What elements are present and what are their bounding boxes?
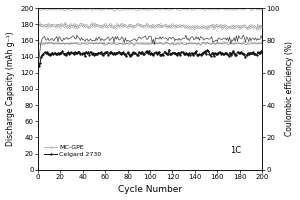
MC-GPE: [79, 23, 82, 25]
Celgard 2730: [97, 52, 100, 54]
MC-GPE: [51, 23, 54, 26]
Celgard 2730: [79, 53, 82, 55]
Celgard 2730: [51, 51, 54, 54]
Celgard 2730: [242, 53, 246, 56]
Line: Celgard 2730: Celgard 2730: [38, 49, 263, 67]
X-axis label: Cycle Number: Cycle Number: [118, 185, 182, 194]
MC-GPE: [37, 22, 41, 25]
MC-GPE: [250, 25, 254, 28]
Line: MC-GPE: MC-GPE: [38, 22, 263, 29]
MC-GPE: [242, 24, 246, 27]
MC-GPE: [46, 23, 50, 25]
Y-axis label: Discharge Capacity (mAh g⁻¹): Discharge Capacity (mAh g⁻¹): [6, 32, 15, 146]
Legend: MC-GPE, Celgard 2730: MC-GPE, Celgard 2730: [43, 143, 103, 159]
Text: 1C: 1C: [230, 146, 241, 155]
Celgard 2730: [260, 51, 264, 53]
MC-GPE: [98, 24, 101, 27]
Y-axis label: Coulombic efficiency (%): Coulombic efficiency (%): [285, 41, 294, 136]
Celgard 2730: [37, 65, 41, 67]
Celgard 2730: [167, 49, 171, 51]
MC-GPE: [90, 22, 93, 24]
MC-GPE: [260, 25, 264, 28]
Celgard 2730: [46, 53, 50, 55]
MC-GPE: [255, 27, 258, 30]
Celgard 2730: [250, 52, 254, 54]
